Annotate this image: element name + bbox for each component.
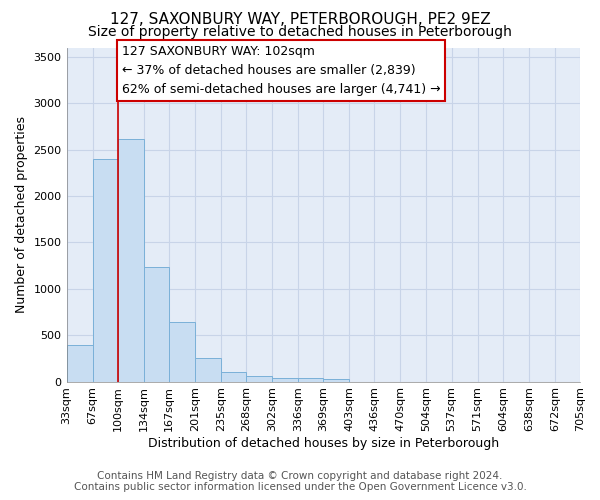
Y-axis label: Number of detached properties: Number of detached properties [15,116,28,313]
Bar [144,266,169,382]
Text: 127 SAXONBURY WAY: 102sqm
← 37% of detached houses are smaller (2,839)
62% of se: 127 SAXONBURY WAY: 102sqm ← 37% of detac… [122,45,440,96]
Bar [195,358,221,382]
Bar [67,346,92,382]
Text: Size of property relative to detached houses in Peterborough: Size of property relative to detached ho… [88,25,512,39]
Text: Contains HM Land Registry data © Crown copyright and database right 2024.
Contai: Contains HM Land Registry data © Crown c… [74,471,526,492]
Bar [169,322,195,382]
X-axis label: Distribution of detached houses by size in Peterborough: Distribution of detached houses by size … [148,437,499,450]
Text: 127, SAXONBURY WAY, PETERBOROUGH, PE2 9EZ: 127, SAXONBURY WAY, PETERBOROUGH, PE2 9E… [110,12,490,28]
Bar [92,159,118,382]
Bar [246,376,272,382]
Bar [221,372,246,382]
Bar [272,378,298,382]
Bar [118,140,144,382]
Bar [298,378,323,382]
Bar [323,379,349,382]
